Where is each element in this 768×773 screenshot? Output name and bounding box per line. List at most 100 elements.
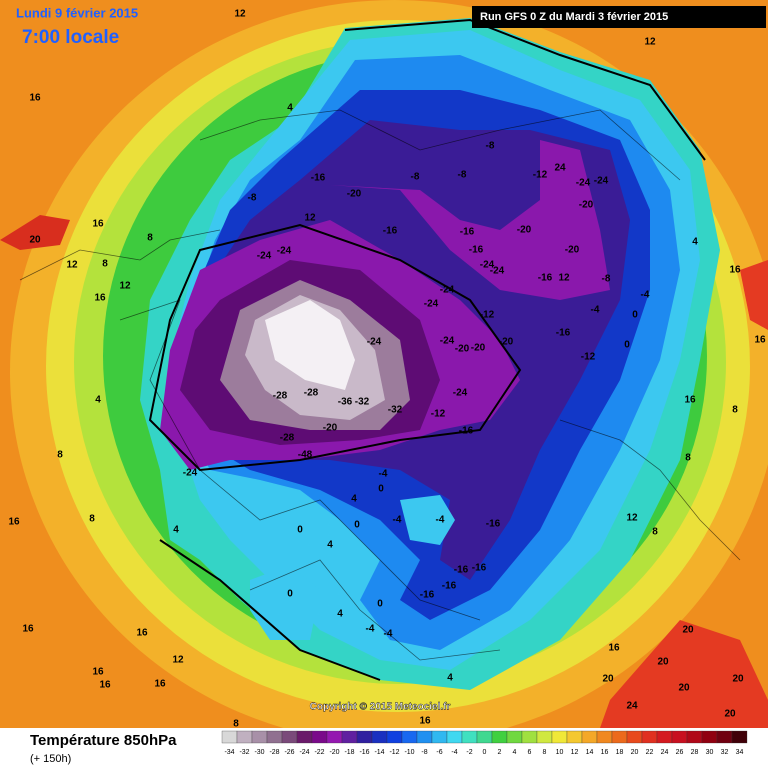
contour-label: 8 bbox=[233, 719, 239, 730]
colorbar-cell bbox=[686, 730, 703, 744]
colorbar-cell bbox=[716, 730, 733, 744]
contour-label: 20 bbox=[682, 625, 694, 636]
colorbar-cell bbox=[581, 730, 598, 744]
colorbar-cell bbox=[221, 730, 238, 744]
lead-time: (+ 150h) bbox=[30, 753, 71, 765]
contour-label: 8 bbox=[732, 405, 738, 416]
colorbar-tick-label: 30 bbox=[706, 749, 714, 756]
colorbar-tick-label: -30 bbox=[254, 749, 264, 756]
contour-label: 0 bbox=[632, 310, 638, 321]
contour-label: -20 bbox=[579, 200, 594, 211]
colorbar-cell bbox=[386, 730, 403, 744]
contour-label: 16 bbox=[608, 643, 620, 654]
contour-label: 0 bbox=[378, 484, 384, 495]
colorbar-cell bbox=[566, 730, 583, 744]
contour-label: -20 bbox=[347, 189, 362, 200]
contour-label: -20 bbox=[455, 344, 470, 355]
colorbar-cell bbox=[536, 730, 553, 744]
contour-label: 8 bbox=[89, 514, 95, 525]
contour-label: -12 bbox=[581, 352, 596, 363]
contour-label: -24 bbox=[576, 178, 591, 189]
colorbar-cell bbox=[296, 730, 313, 744]
colorbar-tick-label: -20 bbox=[329, 749, 339, 756]
contour-label: 12 bbox=[234, 9, 246, 20]
contour-label: 16 bbox=[419, 716, 431, 727]
colorbar-tick-label: 2 bbox=[498, 749, 502, 756]
contour-label: 8 bbox=[685, 453, 691, 464]
colorbar-cell bbox=[281, 730, 298, 744]
colorbar-cell bbox=[371, 730, 388, 744]
colorbar-cell bbox=[491, 730, 508, 744]
contour-label: 4 bbox=[327, 540, 333, 551]
colorbar-cell bbox=[476, 730, 493, 744]
contour-label: 0 bbox=[624, 340, 630, 351]
colorbar-cell bbox=[341, 730, 358, 744]
colorbar-tick-label: -18 bbox=[344, 749, 354, 756]
contour-label: 16 bbox=[29, 93, 41, 104]
contour-label: -32 bbox=[355, 397, 370, 408]
contour-label: -36 bbox=[338, 397, 353, 408]
colorbar-tick-label: -14 bbox=[374, 749, 384, 756]
colorbar-cell bbox=[446, 730, 463, 744]
contour-label: 12 bbox=[172, 655, 184, 666]
colorbar-cell bbox=[731, 730, 748, 744]
contour-label: -48 bbox=[298, 450, 313, 461]
contour-label: 20 bbox=[732, 674, 744, 685]
colorbar-tick-label: -34 bbox=[224, 749, 234, 756]
contour-label: 20 bbox=[678, 683, 690, 694]
contour-label: -24 bbox=[183, 468, 198, 479]
colorbar-tick-label: 22 bbox=[646, 749, 654, 756]
run-info: Run GFS 0 Z du Mardi 3 février 2015 bbox=[480, 11, 668, 23]
contour-label: 24 bbox=[554, 163, 566, 174]
colorbar-tick-label: 24 bbox=[661, 749, 669, 756]
parameter-name: Température 850hPa bbox=[30, 732, 177, 749]
contour-label: 4 bbox=[447, 673, 453, 684]
contour-label: 8 bbox=[147, 233, 153, 244]
contour-label: 4 bbox=[173, 525, 179, 536]
contour-label: 12 bbox=[66, 260, 78, 271]
contour-label: -8 bbox=[486, 141, 495, 152]
contour-label: 16 bbox=[684, 395, 696, 406]
colorbar-cell bbox=[326, 730, 343, 744]
contour-label: -4 bbox=[436, 515, 445, 526]
colorbar-tick-label: 34 bbox=[736, 749, 744, 756]
contour-label: 8 bbox=[102, 259, 108, 270]
contour-label: -16 bbox=[383, 226, 398, 237]
contour-label: 16 bbox=[94, 293, 106, 304]
colorbar-cell bbox=[251, 730, 268, 744]
contour-label: 4 bbox=[95, 395, 101, 406]
colorbar-tick-label: 6 bbox=[528, 749, 532, 756]
contour-label: 16 bbox=[22, 624, 34, 635]
contour-label: 16 bbox=[8, 517, 20, 528]
contour-label: 12 bbox=[626, 513, 638, 524]
colorbar-tick-label: 20 bbox=[631, 749, 639, 756]
map-background bbox=[0, 0, 768, 744]
contour-label: -24 bbox=[480, 260, 495, 271]
contour-label: -24 bbox=[440, 285, 455, 296]
contour-label: -4 bbox=[379, 469, 388, 480]
contour-label: 20 bbox=[657, 657, 669, 668]
contour-label: -8 bbox=[248, 193, 257, 204]
colorbar-cell bbox=[641, 730, 658, 744]
colorbar-cell bbox=[551, 730, 568, 744]
contour-label: 4 bbox=[337, 609, 343, 620]
contour-label: 16 bbox=[92, 219, 104, 230]
contour-label: -12 bbox=[480, 310, 495, 321]
contour-label: -16 bbox=[459, 426, 474, 437]
contour-label: -4 bbox=[591, 305, 600, 316]
colorbar-tick-label: -2 bbox=[466, 749, 472, 756]
contour-label: 12 bbox=[119, 281, 131, 292]
contour-label: -4 bbox=[393, 515, 402, 526]
contour-label: -8 bbox=[411, 172, 420, 183]
contour-label: -24 bbox=[367, 337, 382, 348]
colorbar-cell bbox=[236, 730, 253, 744]
contour-label: -28 bbox=[280, 433, 295, 444]
copyright: Copyright © 2015 Meteociel.fr bbox=[310, 702, 451, 713]
contour-label: -16 bbox=[460, 227, 475, 238]
colorbar-cell bbox=[701, 730, 718, 744]
contour-label: 12 bbox=[644, 37, 656, 48]
colorbar-tick-label: -26 bbox=[284, 749, 294, 756]
contour-label: 0 bbox=[377, 599, 383, 610]
contour-label: 16 bbox=[136, 628, 148, 639]
